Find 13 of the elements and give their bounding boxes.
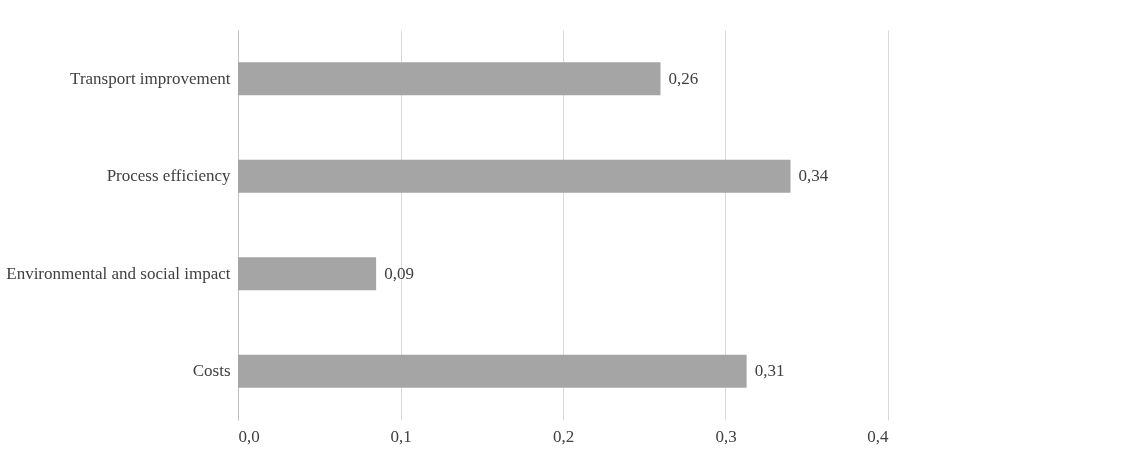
y-tick-label: Transport improvement (70, 68, 231, 88)
y-tick-label: Environmental and social impact (6, 263, 231, 283)
data-label: 0,34 (798, 166, 829, 186)
y-tick-label: Costs (192, 361, 231, 381)
data-label: 0,09 (384, 263, 414, 283)
data-label: 0,26 (668, 68, 699, 88)
data-label: 0,31 (754, 361, 785, 381)
x-tick-label: 0,3 (715, 426, 737, 446)
y-tick-label: Process efficiency (106, 166, 231, 186)
x-tick-label: 0,1 (390, 426, 412, 446)
x-tick-label: 0,4 (867, 426, 889, 446)
x-tick-label: 0,0 (238, 426, 260, 446)
x-tick-label: 0,2 (552, 426, 575, 446)
